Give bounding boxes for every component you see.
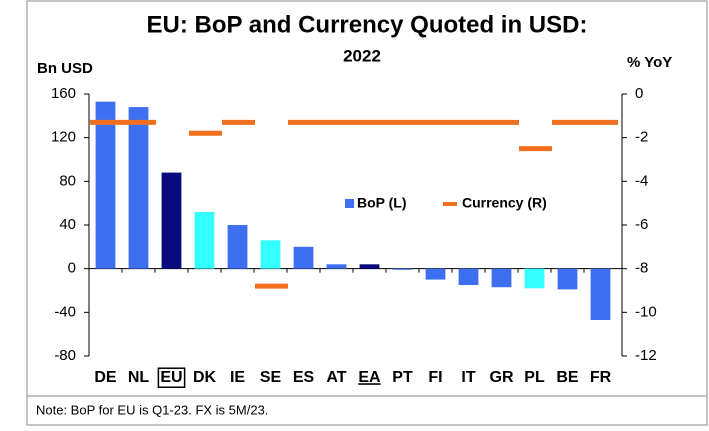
bar [524, 268, 545, 289]
x-tick-label: FR [590, 369, 612, 386]
y2-tick-label: -12 [635, 347, 657, 364]
bar [128, 107, 149, 269]
bar [458, 268, 479, 286]
bar [161, 172, 182, 269]
x-tick-label: SE [260, 369, 282, 386]
y2-tick-label: -2 [635, 129, 648, 146]
bar [359, 264, 380, 269]
bar [425, 268, 446, 280]
x-tick-label: BE [556, 369, 579, 386]
chart-subtitle: 2022 [343, 46, 381, 65]
x-tick-label: ES [293, 369, 315, 386]
chart-title: EU: BoP and Currency Quoted in USD: [147, 11, 588, 38]
y-tick-label: -40 [54, 303, 76, 320]
x-tick-label: NL [128, 369, 150, 386]
bar [95, 101, 116, 269]
frame [26, 0, 708, 426]
category-box [157, 367, 186, 388]
y2-tick-label: -10 [635, 303, 657, 320]
x-tick-label: FI [428, 369, 442, 386]
legend-label: BoP (L) [357, 195, 407, 211]
x-tick-label: AT [326, 369, 346, 386]
y-tick-label: -80 [54, 347, 76, 364]
bar [557, 268, 578, 290]
y2-tick-label: -4 [635, 172, 648, 189]
bar [491, 268, 512, 288]
bar [227, 225, 248, 269]
y-tick-label: 80 [59, 172, 76, 189]
legend-label: Currency (R) [462, 195, 547, 211]
bar [590, 268, 611, 320]
x-tick-label: PL [524, 369, 545, 386]
legend-swatch [345, 199, 354, 208]
x-tick-label: DK [193, 369, 217, 386]
bar [194, 211, 215, 269]
y-tick-label: 40 [59, 216, 76, 233]
y-tick-label: 0 [68, 260, 76, 277]
x-tick-label: PT [392, 369, 413, 386]
y2-tick-label: -6 [635, 216, 648, 233]
x-tick-label: DE [94, 369, 117, 386]
x-tick-label: EU [160, 369, 182, 386]
bar [293, 246, 314, 269]
bar [326, 264, 347, 269]
bar [392, 268, 413, 270]
y2-tick-label: -8 [635, 260, 648, 277]
note: Note: BoP for EU is Q1-23. FX is 5M/23. [36, 402, 268, 417]
x-tick-label: IE [230, 369, 245, 386]
y2-axis-label: % YoY [627, 54, 672, 71]
y-tick-label: 120 [51, 129, 76, 146]
y-axis-label: Bn USD [37, 60, 93, 77]
bar [260, 240, 281, 269]
y-tick-label: 160 [51, 85, 76, 102]
x-tick-label: GR [490, 369, 514, 386]
y2-tick-label: 0 [635, 85, 643, 102]
x-tick-label: IT [461, 369, 475, 386]
x-tick-label: EA [358, 369, 381, 386]
